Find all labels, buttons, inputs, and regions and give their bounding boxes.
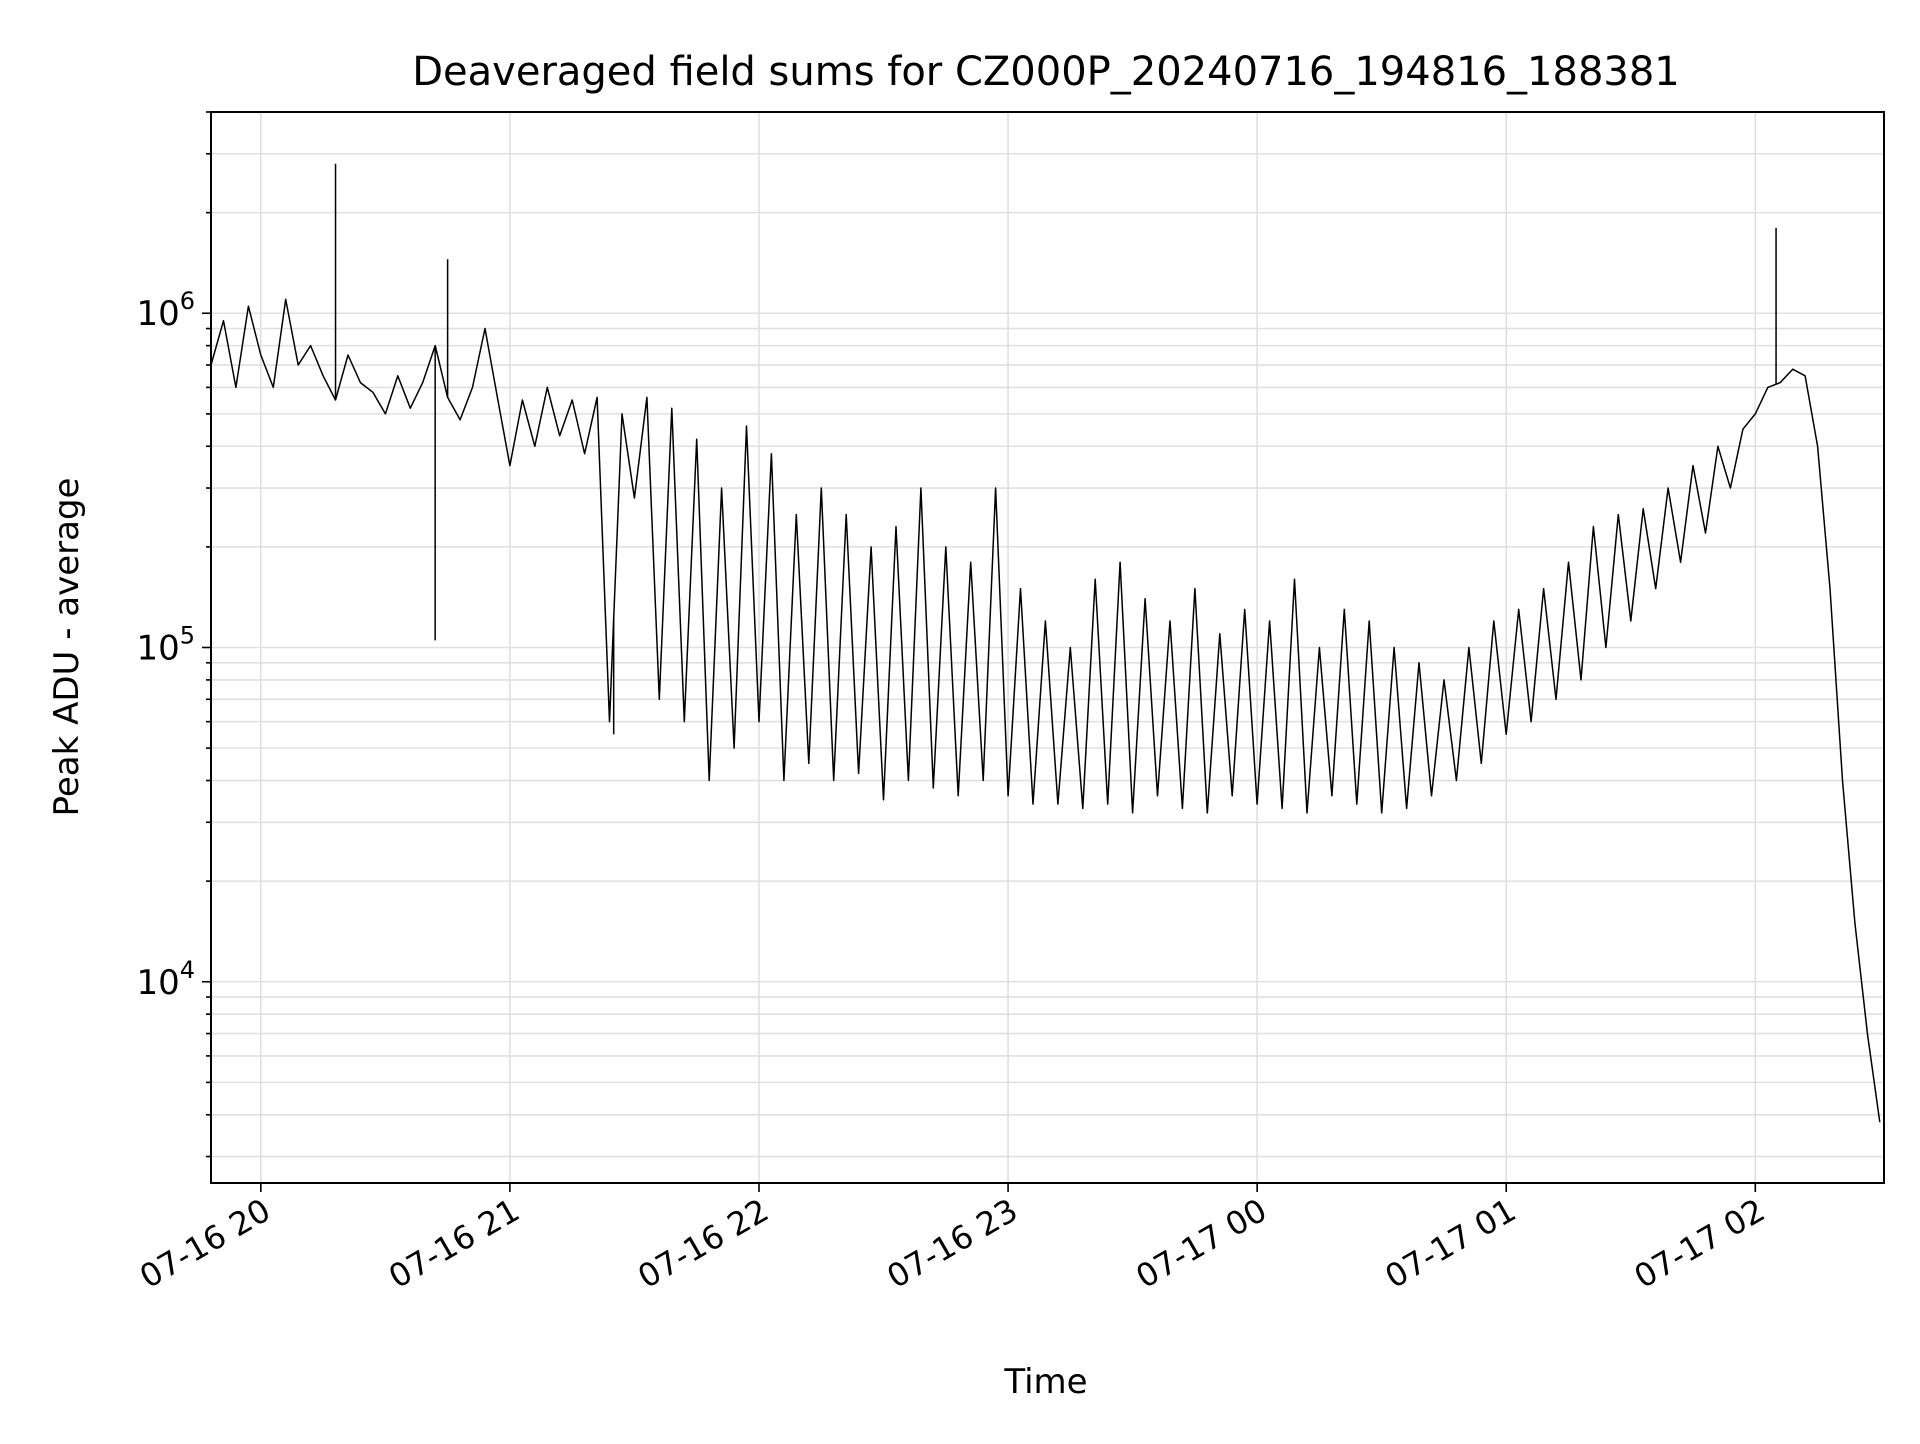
chart-title: Deaveraged field sums for CZ000P_2024071… [412, 49, 1680, 95]
x-tick-label: 07-17 02 [1628, 1191, 1772, 1296]
y-axis-label: Peak ADU - average [47, 478, 87, 817]
x-tick-label: 07-16 23 [880, 1191, 1024, 1296]
series-layer [210, 163, 1881, 1123]
y-tick-label: 106 [136, 287, 195, 334]
x-tick-label: 07-16 21 [382, 1191, 526, 1296]
x-axis-label: Time [1003, 1362, 1087, 1402]
x-tick-label: 07-17 00 [1130, 1191, 1274, 1296]
x-tick-label: 07-16 20 [133, 1191, 277, 1296]
x-tick-layer: 07-16 20 07-16 21 07-16 22 07-16 23 07-17 00… [133, 1183, 1771, 1296]
y-tick-label: 105 [136, 622, 195, 669]
x-tick-label: 07-17 01 [1379, 1191, 1523, 1296]
y-tick-layer: 104 105 106 [136, 111, 211, 1158]
series-line [210, 298, 1881, 1123]
y-tick-label: 104 [136, 956, 195, 1003]
x-tick-label: 07-16 22 [631, 1191, 775, 1296]
